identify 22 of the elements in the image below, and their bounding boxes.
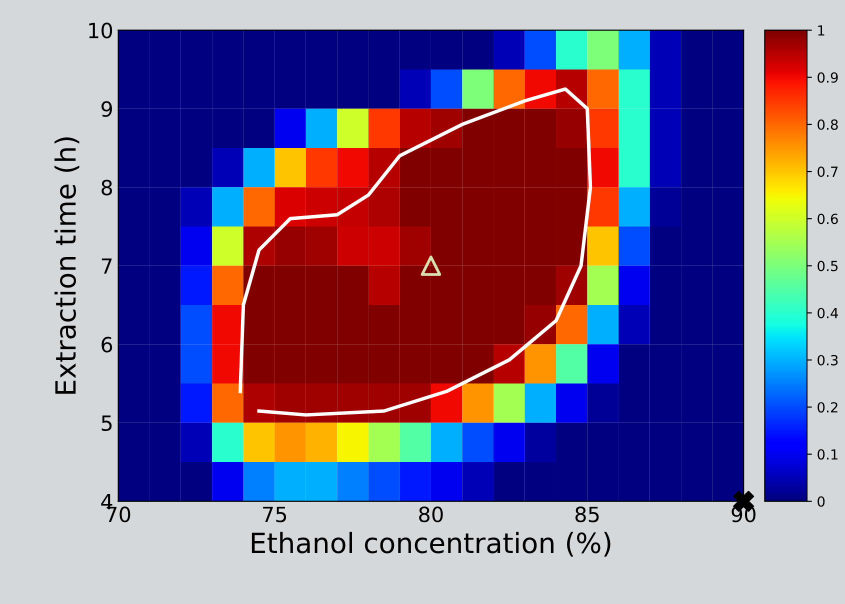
y-tick-label: 5 — [102, 416, 112, 432]
color-bar-label: 0.7 — [818, 166, 838, 178]
color-bar-label: 0.5 — [818, 260, 838, 272]
color-bar-label: 1 — [818, 25, 824, 36]
y-axis-title: Extraction time (h) — [54, 137, 80, 394]
color-bar-label: 0.3 — [818, 354, 838, 366]
y-tick-label: 7 — [102, 258, 112, 274]
y-tick-label: 6 — [102, 336, 112, 352]
y-tick-label: 9 — [101, 101, 112, 117]
color-bar-label: 0 — [818, 496, 825, 507]
y-tick-label: 8 — [102, 180, 112, 196]
x-tick-label: 80 — [419, 506, 443, 522]
color-bar-label: 0.4 — [818, 308, 838, 318]
color-bar-label: 0.8 — [818, 119, 838, 130]
color-bar-label: 0.1 — [818, 449, 838, 460]
color-bar-label: 0.2 — [818, 402, 838, 413]
x-tick-label: 85 — [575, 506, 599, 522]
y-tick-label: 10 — [89, 22, 112, 38]
x-tick-label: 75 — [263, 506, 286, 522]
x-axis-title: Ethanol concentration (%) — [252, 532, 610, 557]
color-bar-label: 0.9 — [818, 72, 838, 83]
color-bar-label: 0.6 — [818, 214, 838, 224]
